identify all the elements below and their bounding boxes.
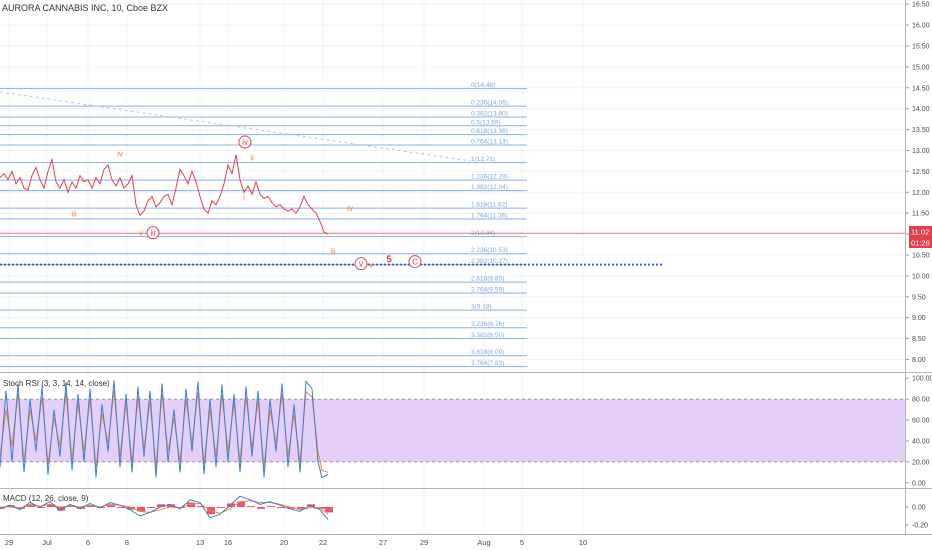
time-tick-label: 6: [86, 538, 90, 547]
price-axis-label: 16.50: [912, 2, 930, 9]
fib-level-label: 2.764(9.59): [471, 287, 504, 294]
macd-histogram-bar: [277, 507, 285, 508]
fib-level-label: 2.236(10.53): [471, 247, 508, 254]
stoch-axis-label: 40.00: [912, 438, 930, 445]
time-tick-label: 5: [520, 538, 524, 547]
stoch-axis-label: 100.00: [912, 376, 932, 383]
macd-histogram-bar: [37, 507, 45, 508]
price-axis-label: 13.50: [912, 127, 930, 134]
time-tick-label: 29: [5, 538, 13, 547]
fib-level-label: 0.764(13.13): [471, 139, 508, 146]
price-axis-label: 11.50: [912, 211, 929, 218]
fib-level-label: 0(14.48): [471, 82, 495, 89]
price-axis-label: 8.00: [912, 357, 926, 364]
last-price-tag-text: 11.02: [911, 228, 929, 237]
stoch-axis-label: 0.00: [912, 480, 926, 487]
price-axis-label: 15.00: [912, 64, 930, 71]
price-axis-label: 9.00: [912, 315, 926, 322]
stoch-rsi-legend[interactable]: Stoch RSI (3, 3, 14, 14, close): [3, 379, 110, 388]
time-tick-label: 8: [125, 538, 129, 547]
fib-level-label: 1.764(11.36): [471, 213, 507, 220]
macd-axis-label: 0.00: [912, 505, 926, 512]
wave-label: C: [412, 258, 418, 267]
macd-histogram-bar: [325, 507, 333, 512]
price-axis-label: 14.50: [912, 85, 930, 92]
macd-histogram-bar: [107, 505, 115, 507]
wave-label: iv: [242, 138, 248, 147]
wave-label: v: [359, 260, 363, 269]
fib-level-label: 1(12.71): [471, 156, 495, 163]
wave-label: iii: [330, 247, 336, 256]
macd-histogram-bar: [217, 507, 225, 508]
wave-label: v: [139, 229, 143, 238]
time-tick-label: 10: [579, 538, 587, 547]
price-axis-label: 13.00: [912, 148, 930, 155]
stoch-axis-label: 80.00: [912, 397, 930, 404]
fib-level-label: 1.618(11.62): [471, 202, 507, 209]
stoch-axis-label: 20.00: [912, 459, 930, 466]
wave-label: ii: [250, 154, 254, 163]
fib-level-label: 3.382(8.50): [471, 332, 504, 339]
countdown-tag-text: 01:26: [911, 239, 930, 248]
wave-label: 5: [386, 254, 392, 265]
price-axis-label: 12.50: [912, 169, 930, 176]
price-axis-label: 14.00: [912, 106, 930, 113]
price-axis-label: 8.50: [912, 336, 926, 343]
macd-histogram-bar: [147, 507, 155, 508]
time-tick-label: 13: [196, 538, 204, 547]
fib-level-label: 3.618(8.09): [471, 349, 504, 356]
time-tick-label: Aug: [477, 538, 490, 547]
macd-histogram-bar: [257, 507, 265, 509]
time-tick-label: 29: [420, 538, 428, 547]
last-price-tag: 11.02 01:26: [909, 226, 932, 248]
fib-level-label: 0.382(13.80): [471, 111, 508, 118]
price-axis-label: 9.50: [912, 294, 926, 301]
fib-level-label: 3.236(8.76): [471, 321, 504, 328]
wave-label: iii: [150, 229, 156, 238]
wave-label: iii: [71, 210, 77, 219]
fib-level-label: 0.5(13.59): [471, 119, 501, 126]
time-tick-label: 27: [379, 538, 387, 547]
wave-label: iv: [117, 149, 123, 158]
price-axis-label: 10.00: [912, 273, 930, 280]
fib-level-label: 2.618(9.85): [471, 276, 504, 283]
price-axis-label: 16.00: [912, 23, 930, 30]
time-tick-label: 20: [280, 538, 288, 547]
wave-label: i: [243, 194, 245, 203]
symbol-title[interactable]: AURORA CANNABIS INC, 10, Cboe BZX: [2, 3, 168, 13]
time-tick-label: Jul: [42, 538, 52, 547]
stoch-rsi-band: [0, 399, 905, 462]
fib-level-label: 1.236(12.29): [471, 174, 508, 181]
wave-label: iv: [347, 204, 353, 213]
fib-level-label: 3.764(7.83): [471, 360, 504, 367]
price-axis-label: 12.00: [912, 190, 930, 197]
fib-level-label: 0.618(13.38): [471, 128, 508, 135]
macd-histogram-bar: [267, 506, 275, 507]
price-axis-label: 10.50: [912, 252, 930, 259]
wave-label: v: [369, 261, 373, 270]
fib-level-label: 1.382(12.04): [471, 184, 508, 191]
fib-level-label: 3(9.18): [471, 304, 492, 311]
time-tick-label: 22: [319, 538, 327, 547]
macd-legend[interactable]: MACD (12, 26, close, 9): [3, 494, 88, 503]
macd-axis-label: -0.20: [912, 523, 928, 530]
macd-histogram-bar: [247, 506, 255, 507]
fib-level-label: 0.236(14.06): [471, 100, 508, 107]
price-axis-label: 15.50: [912, 43, 930, 50]
time-tick-label: 16: [224, 538, 232, 547]
stoch-axis-label: 60.00: [912, 418, 930, 425]
